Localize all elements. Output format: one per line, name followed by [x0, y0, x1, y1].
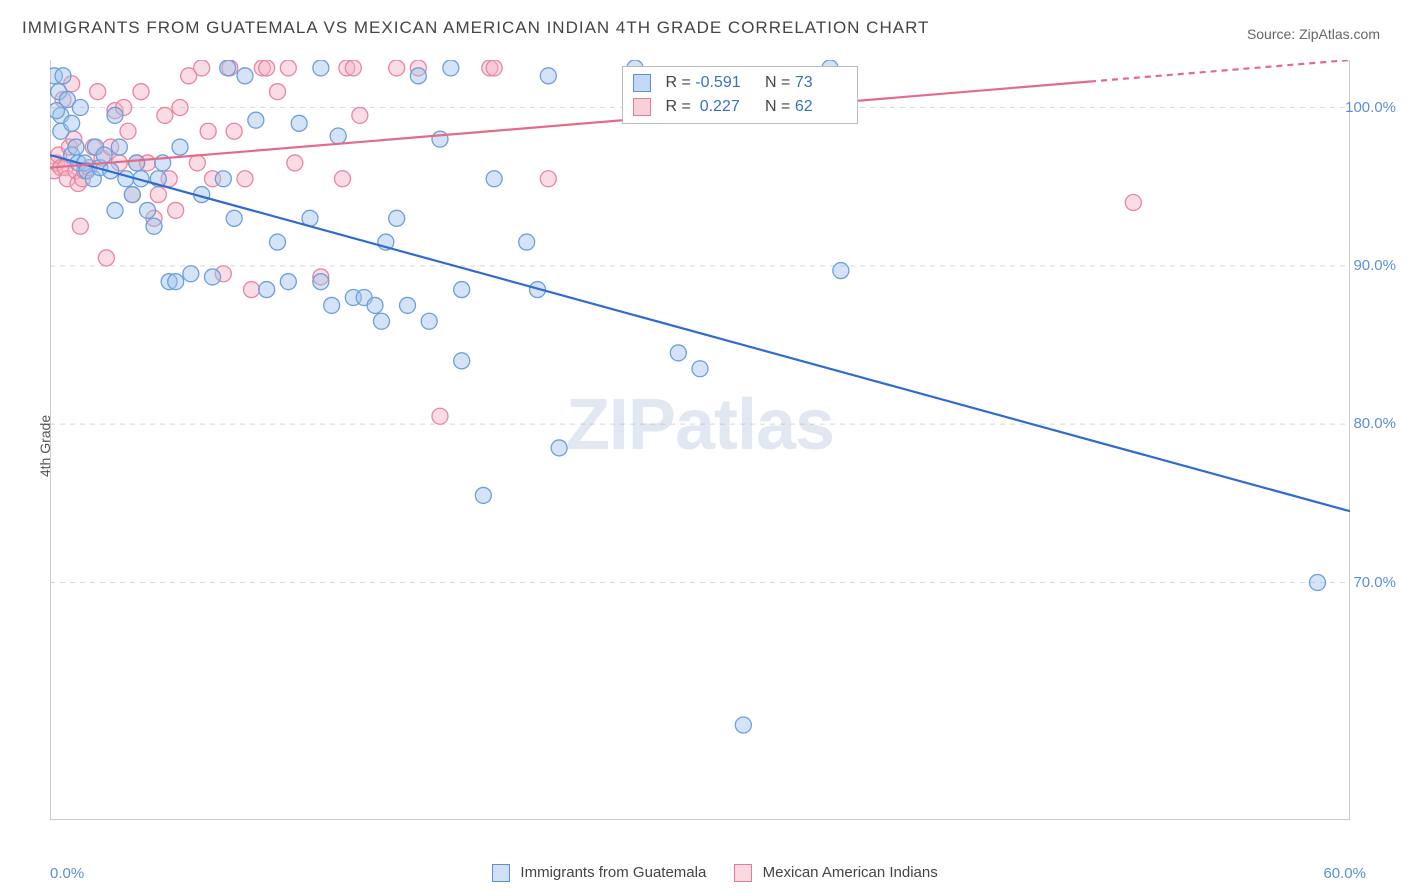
legend-pink-swatch-icon: [734, 864, 752, 882]
source-link[interactable]: ZipAtlas.com: [1299, 26, 1380, 42]
r-value-pink: 0.227: [695, 95, 747, 119]
pink-swatch-icon: [633, 98, 651, 116]
r-label-pink: R =: [665, 98, 690, 115]
y-tick-label: 90.0%: [1353, 257, 1396, 274]
legend: Immigrants from Guatemala Mexican Americ…: [0, 864, 1406, 882]
y-tick-label: 100.0%: [1345, 99, 1396, 116]
n-label-pink: N =: [765, 98, 790, 115]
source-credit: Source: ZipAtlas.com: [1247, 26, 1380, 42]
chart-plot-area: ZIPatlas R = -0.591 N = 73 R = 0.227 N =…: [50, 60, 1350, 820]
stat-row-pink: R = 0.227 N = 62: [633, 95, 847, 119]
legend-blue-swatch-icon: [492, 864, 510, 882]
legend-blue-label: Immigrants from Guatemala: [520, 864, 706, 881]
n-label-blue: N =: [765, 74, 790, 91]
y-tick-label: 80.0%: [1353, 415, 1396, 432]
statistics-box: R = -0.591 N = 73 R = 0.227 N = 62: [622, 66, 858, 124]
source-label: Source:: [1247, 26, 1295, 42]
y-tick-label: 70.0%: [1353, 574, 1396, 591]
n-value-blue: 73: [795, 71, 847, 95]
chart-svg: [50, 60, 1350, 820]
legend-pink-label: Mexican American Indians: [763, 864, 938, 881]
n-value-pink: 62: [795, 95, 847, 119]
chart-title: IMMIGRANTS FROM GUATEMALA VS MEXICAN AME…: [22, 18, 929, 38]
r-value-blue: -0.591: [695, 71, 747, 95]
blue-swatch-icon: [633, 74, 651, 92]
r-label-blue: R =: [665, 74, 690, 91]
stat-row-blue: R = -0.591 N = 73: [633, 71, 847, 95]
